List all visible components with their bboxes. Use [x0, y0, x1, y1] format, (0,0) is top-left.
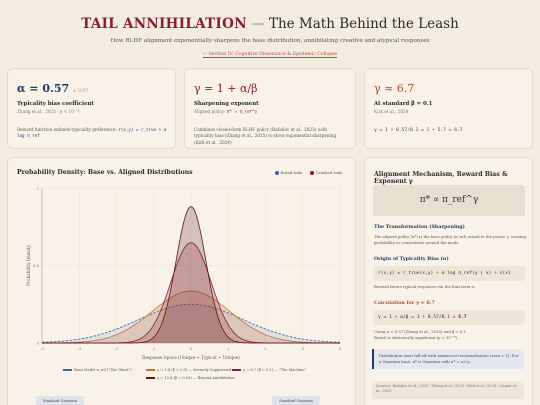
legend-crushed: Crushed tails	[310, 170, 342, 175]
page-subtitle: How RLHF alignment exponentially sharpen…	[110, 38, 430, 44]
sec3-text2: Result is statistically significant (p <…	[374, 335, 459, 340]
legend-series-base: Base Model π_ref ("The Ghost")	[63, 368, 132, 372]
legend-dot-icon	[275, 171, 279, 175]
sec1-title: The Transformation (Sharpening)	[374, 224, 465, 230]
sec3-title: Calculation for γ ≈ 6.7	[374, 300, 435, 306]
sec1-text: The aligned policy (π*) is the base poli…	[374, 234, 526, 245]
legend-dot-icon	[310, 171, 314, 175]
alpha-card: α = 0.57 ± 0.07 Typicality bias coeffici…	[7, 68, 176, 149]
policy-formula: π* ∝ π_ref^γ	[373, 185, 525, 216]
legend-retail: Retail tails	[275, 170, 302, 175]
gamma-value-card: γ ≈ 6.7 At standard β = 0.1 Kirk et al.,…	[364, 68, 533, 149]
alpha-desc: Reward function embeds typicality prefer…	[17, 127, 167, 139]
alpha-label: Typicality bias coefficient	[17, 101, 94, 107]
mechanism-title: Alignment Mechanism, Reward Bias & Expon…	[374, 171, 508, 185]
pill-right[interactable]: Standard Gaussian	[272, 396, 320, 405]
gamma-value: γ ≈ 6.7	[374, 82, 415, 95]
legend-series-g67: γ = 6.7 (β = 0.1) — "The Machine"	[232, 368, 306, 372]
gamma-value-label: At standard β = 0.1	[374, 101, 433, 107]
gamma-label: Sharpening exponent	[194, 101, 259, 107]
pill-left[interactable]: Standard Gaussian	[36, 396, 84, 405]
sec2-text: Reward favors typical responses via the …	[374, 284, 476, 289]
sec3-code: γ = 1 + α/β = 1 + 0.57/0.1 = 6.7	[373, 310, 525, 325]
gamma-value-cite: Kirk et al., 2024	[374, 109, 409, 114]
sec2-title: Origin of Typicality Bias (α)	[374, 256, 449, 262]
renorm-note: Distribution mass fall-off with numerica…	[372, 349, 524, 369]
legend-series-g124: γ = 12.4 (β = 0.05) — Beyond Annihilatio…	[146, 376, 235, 380]
section-link[interactable]: — Section IV: Cognitive Dissonance & Epi…	[202, 52, 338, 58]
page-title: TAIL ANNIHILATION — The Math Behind the …	[81, 16, 459, 32]
sec3-text1: Using α = 0.57 (Zhang et al., 2025) and …	[374, 329, 467, 334]
legend-series-g18: γ = 1.8 (β = 0.5) — Severely Suppressed	[146, 368, 231, 372]
gamma-calc: γ = 1 + 0.57/0.1 = 1 + 5.7 = 6.7	[374, 128, 463, 133]
gamma-cite: Aligned policy: π* ∝ π_ref^γ	[194, 109, 258, 114]
sources-footer: Sources: Rafailov et al., 2023 · Zhang e…	[372, 381, 524, 399]
alpha-value: α = 0.57 ± 0.07	[17, 82, 89, 95]
chart-title: Probability Density: Base vs. Aligned Di…	[17, 169, 193, 176]
alpha-cite: Zhang et al., 2025 · p < 10⁻¹⁴	[17, 109, 80, 114]
gamma-formula: γ = 1 + α/β	[194, 82, 258, 95]
sec2-code: r(x,y) = r_true(x,y) + α log π_ref(y | x…	[373, 266, 525, 281]
gamma-card: γ = 1 + α/β Sharpening exponent Aligned …	[184, 68, 356, 149]
gamma-desc: Combines closed-form RLHF policy (Rafail…	[194, 127, 337, 145]
